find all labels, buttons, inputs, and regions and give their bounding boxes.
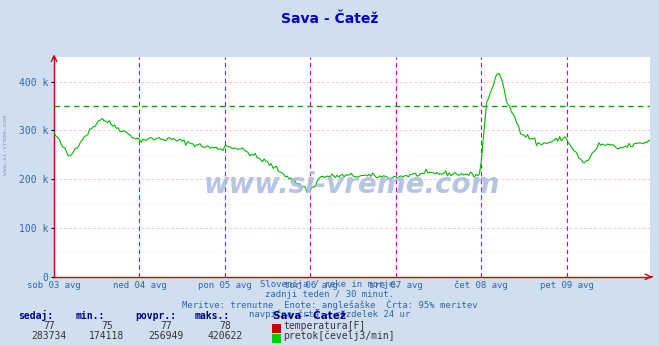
Text: 420622: 420622 bbox=[208, 331, 243, 341]
Text: povpr.:: povpr.: bbox=[135, 311, 176, 321]
Text: 256949: 256949 bbox=[148, 331, 184, 341]
Text: pretok[čevelj3/min]: pretok[čevelj3/min] bbox=[283, 331, 395, 341]
Text: www.si-vreme.com: www.si-vreme.com bbox=[204, 171, 500, 199]
Text: 77: 77 bbox=[43, 321, 55, 331]
Text: temperatura[F]: temperatura[F] bbox=[283, 321, 366, 331]
Text: sedaj:: sedaj: bbox=[18, 310, 53, 321]
Text: Sava - Čatež: Sava - Čatež bbox=[281, 12, 378, 26]
Text: 75: 75 bbox=[101, 321, 113, 331]
Text: 78: 78 bbox=[219, 321, 231, 331]
Text: 283734: 283734 bbox=[32, 331, 67, 341]
Text: navpična črta - razdelek 24 ur: navpična črta - razdelek 24 ur bbox=[249, 310, 410, 319]
Text: zadnji teden / 30 minut.: zadnji teden / 30 minut. bbox=[265, 290, 394, 299]
Text: min.:: min.: bbox=[76, 311, 105, 321]
Text: maks.:: maks.: bbox=[194, 311, 229, 321]
Text: Slovenija / reke in morje.: Slovenija / reke in morje. bbox=[260, 280, 399, 289]
Text: Meritve: trenutne  Enote: anglešaške  Črta: 95% meritev: Meritve: trenutne Enote: anglešaške Črta… bbox=[182, 300, 477, 310]
Text: 77: 77 bbox=[160, 321, 172, 331]
Text: 174118: 174118 bbox=[89, 331, 125, 341]
Text: www.si-vreme.com: www.si-vreme.com bbox=[3, 115, 8, 175]
Text: Sava - Čatež: Sava - Čatež bbox=[273, 311, 347, 321]
